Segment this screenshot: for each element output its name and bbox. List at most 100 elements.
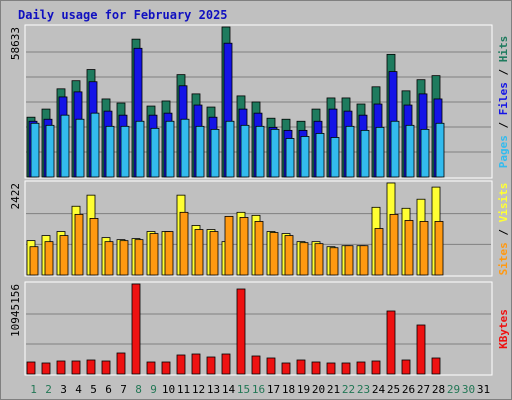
bar	[405, 124, 415, 178]
x-tick-label: 17	[267, 383, 280, 396]
x-tick-label: 18	[282, 383, 295, 396]
bar	[326, 362, 336, 375]
bar	[330, 137, 340, 178]
legend-separator: /	[497, 115, 510, 135]
bar	[146, 361, 156, 375]
bar	[225, 120, 235, 178]
bar	[105, 125, 115, 178]
bar	[300, 136, 310, 178]
legend-entry: KBytes	[497, 309, 510, 349]
bar	[239, 217, 249, 276]
bar	[386, 310, 396, 375]
bar	[221, 353, 231, 375]
bar	[60, 114, 70, 178]
legend: Pages / Files / Hits	[497, 36, 510, 169]
bar	[251, 355, 261, 375]
bar	[360, 129, 370, 178]
x-tick-label: 25	[387, 383, 400, 396]
x-tick-label: 13	[207, 383, 220, 396]
x-tick-label: 8	[135, 383, 142, 396]
x-tick-label: 26	[402, 383, 415, 396]
x-tick-label: 12	[192, 383, 205, 396]
bar	[434, 221, 444, 276]
bar	[371, 360, 381, 375]
x-tick-label: 29	[447, 383, 460, 396]
bar	[344, 245, 354, 276]
bar	[329, 247, 339, 276]
x-tick-label: 22	[342, 383, 355, 396]
x-tick-label: 15	[237, 383, 250, 396]
x-tick-label: 28	[432, 383, 445, 396]
bar	[44, 241, 54, 276]
bar	[195, 125, 205, 178]
x-tick-label: 21	[327, 383, 340, 396]
bar	[209, 231, 219, 276]
bar	[315, 133, 325, 178]
x-tick-label: 6	[105, 383, 112, 396]
x-tick-label: 30	[462, 383, 475, 396]
bar	[194, 229, 204, 276]
chart-title: Daily usage for February 2025	[18, 8, 228, 22]
x-tick-label: 14	[222, 383, 236, 396]
legend-entry: Files	[497, 82, 510, 115]
bar	[285, 138, 295, 178]
y-tick-label: 10945156	[9, 284, 22, 337]
bar	[41, 362, 51, 375]
bar	[101, 360, 111, 375]
bar	[210, 128, 220, 178]
x-tick-label: 20	[312, 383, 325, 396]
legend-entry: Hits	[497, 36, 510, 63]
x-tick-label: 16	[252, 383, 265, 396]
bar	[374, 228, 384, 276]
bar	[281, 362, 291, 375]
bar	[299, 242, 309, 276]
bar	[119, 240, 129, 276]
bar	[149, 233, 159, 276]
bar	[59, 235, 69, 276]
x-tick-label: 7	[120, 383, 127, 396]
bar	[179, 211, 189, 276]
y-tick-label: 58633	[9, 27, 22, 60]
x-tick-label: 5	[90, 383, 97, 396]
bar	[311, 361, 321, 375]
x-tick-label: 31	[477, 383, 490, 396]
legend: Sites / Visits	[497, 183, 510, 276]
bar	[431, 357, 441, 375]
bar	[284, 235, 294, 276]
bar	[266, 357, 276, 375]
bar	[89, 218, 99, 276]
bar	[296, 359, 306, 375]
bar	[90, 112, 100, 178]
bar	[314, 243, 324, 276]
bar	[401, 359, 411, 375]
x-tick-label: 9	[150, 383, 157, 396]
bar	[191, 353, 201, 375]
bar	[390, 120, 400, 178]
legend-entry: Pages	[497, 135, 510, 168]
x-tick-label: 4	[75, 383, 82, 396]
y-tick-label: 2422	[9, 183, 22, 210]
legend-separator: /	[497, 222, 510, 242]
x-tick-label: 10	[162, 383, 175, 396]
bar	[255, 125, 265, 178]
bar	[416, 324, 426, 375]
legend-separator: /	[497, 62, 510, 82]
bar	[45, 124, 55, 178]
bar	[71, 360, 81, 375]
bar	[180, 118, 190, 178]
bar	[116, 352, 126, 375]
bar	[165, 120, 175, 178]
bar	[254, 221, 264, 276]
x-tick-label: 2	[45, 383, 52, 396]
legend-entry: Sites	[497, 242, 510, 275]
bar	[29, 246, 39, 276]
bar	[404, 220, 414, 276]
bar	[75, 118, 85, 178]
bar	[26, 361, 36, 375]
bar	[345, 125, 355, 178]
bar	[161, 361, 171, 375]
legend: KBytes	[497, 309, 510, 349]
bar	[150, 127, 160, 178]
bar	[120, 125, 130, 178]
bar	[359, 245, 369, 276]
